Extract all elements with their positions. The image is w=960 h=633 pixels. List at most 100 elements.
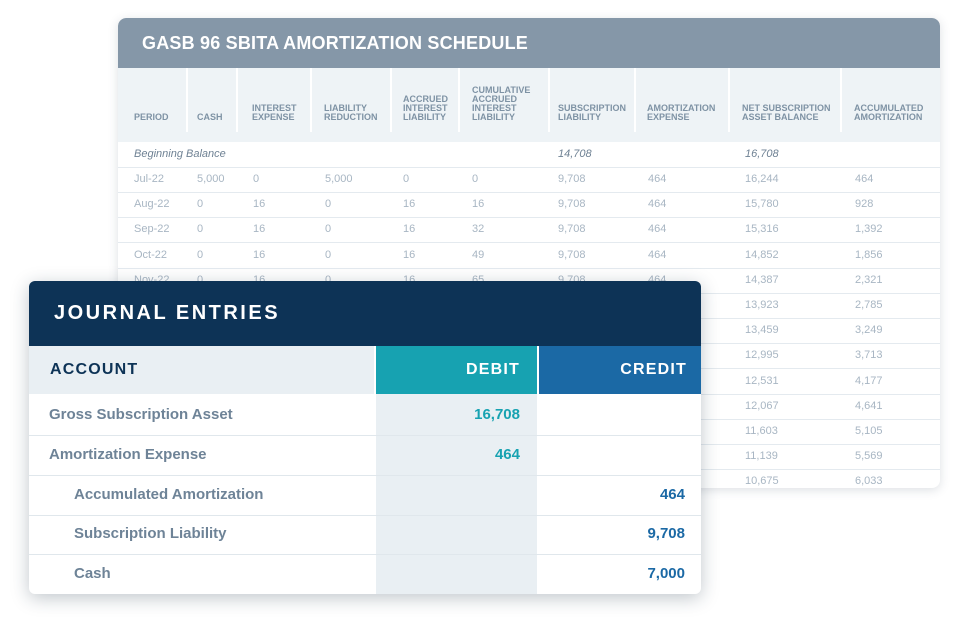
- schedule-cell: 4,177: [855, 374, 883, 387]
- schedule-cell: 12,067: [745, 399, 779, 412]
- schedule-cell: 0: [197, 248, 204, 261]
- schedule-header-row: PERIOD CASH INTEREST EXPENSE LIABILITY R…: [118, 68, 940, 142]
- schedule-cell: Aug-22: [134, 198, 170, 211]
- journal-credit-amount: [539, 435, 685, 475]
- schedule-row: 10,675 6,033: [118, 469, 940, 488]
- journal-credit-amount: 7,000: [647, 565, 685, 583]
- schedule-cell: 15,316: [745, 223, 779, 236]
- schedule-cell: 12,995: [745, 349, 779, 362]
- journal-entry-row: Accumulated Amortization 464: [29, 475, 701, 516]
- schedule-title-bar: GASB 96 SBITA AMORTIZATION SCHEDULE: [118, 18, 940, 68]
- col-header-accrued-interest: ACCRUED INTEREST LIABILITY: [392, 68, 460, 132]
- journal-debit-amount: 464: [494, 445, 520, 463]
- schedule-cell: 16: [253, 248, 266, 261]
- journal-debit-amount: [376, 514, 520, 554]
- schedule-cell: 10,675: [745, 475, 779, 488]
- schedule-cell: 2,321: [855, 273, 883, 286]
- schedule-row: Jul-22 5,000 0 5,000 0 0 9,708 464 16,244 464: [118, 167, 940, 193]
- schedule-cell: 16,244: [745, 173, 779, 185]
- schedule-cell: 0: [197, 198, 204, 211]
- schedule-cell: 13,923: [745, 299, 779, 311]
- schedule-cell: 11,139: [745, 450, 778, 463]
- schedule-cell: Jul-22: [134, 173, 164, 185]
- schedule-cell: 1,392: [855, 223, 883, 236]
- schedule-cell: 464: [648, 173, 667, 185]
- schedule-cell: 16: [472, 198, 485, 211]
- journal-debit-amount: [376, 475, 520, 515]
- schedule-cell: 928: [855, 198, 874, 211]
- col-header-subscription-liability: SUBSCRIPTION LIABILITY: [550, 68, 636, 132]
- schedule-cell: 9,708: [558, 223, 586, 236]
- schedule-cell: 0: [197, 273, 204, 286]
- journal-entry-row: Subscription Liability 9,708: [29, 514, 701, 556]
- journal-entry-row: Cash 7,000: [29, 554, 701, 594]
- schedule-cell: 5,000: [325, 173, 353, 185]
- journal-credit-amount: [539, 395, 685, 435]
- schedule-cell: 0: [325, 198, 332, 211]
- col-header-accumulated-amortization: ACCUMULATED AMORTIZATION: [854, 103, 924, 122]
- journal-debit-amount: [376, 554, 520, 594]
- col-header-credit: CREDIT: [539, 346, 701, 394]
- schedule-cell: 5,569: [855, 450, 883, 463]
- col-header-interest-expense: INTEREST EXPENSE: [238, 68, 312, 132]
- col-header-cumulative-interest: CUMULATIVE ACCRUED INTEREST LIABILITY: [460, 68, 550, 132]
- schedule-cell: 464: [648, 223, 667, 236]
- col-header-liability-reduction: LIABILITY REDUCTION: [312, 68, 392, 132]
- journal-header-row: ACCOUNT DEBIT CREDIT: [29, 346, 701, 394]
- schedule-cell: 12,531: [745, 374, 779, 387]
- debit-column-shading: [376, 394, 537, 594]
- journal-account-name: Gross Subscription Asset: [49, 406, 233, 423]
- schedule-cell: Sep-22: [134, 223, 170, 236]
- schedule-cell: 464: [855, 173, 874, 185]
- schedule-cell: 16: [403, 198, 416, 211]
- beginning-balance-row: Beginning Balance 14,708 16,708: [118, 142, 940, 168]
- schedule-cell: 464: [648, 248, 667, 261]
- journal-credit-amount: 9,708: [647, 525, 685, 543]
- schedule-cell: 16: [253, 223, 266, 236]
- schedule-cell: 9,708: [558, 173, 586, 185]
- schedule-cell: 0: [325, 248, 332, 261]
- journal-account-name: Amortization Expense: [49, 445, 207, 463]
- journal-entries-card: JOURNAL ENTRIES ACCOUNT DEBIT CREDIT Gro…: [29, 281, 701, 594]
- schedule-cell: 3,249: [855, 324, 883, 337]
- journal-title-bar: JOURNAL ENTRIES: [29, 281, 701, 346]
- schedule-row: Oct-22 0 16 0 16 49 9,708 464 14,852 1,856: [118, 243, 940, 269]
- schedule-row: Sep-22 0 16 0 16 32 9,708 464 15,316 1,392: [118, 217, 940, 244]
- journal-entry-row: Gross Subscription Asset 16,708: [29, 395, 701, 436]
- journal-credit-amount: 464: [659, 485, 685, 503]
- col-header-net-asset-balance: NET SUBSCRIPTION ASSET BALANCE: [730, 68, 842, 132]
- journal-debit-amount: 16,708: [474, 406, 520, 423]
- schedule-cell: 15,780: [745, 198, 779, 211]
- journal-account-name: Subscription Liability: [74, 525, 227, 543]
- schedule-row: Aug-22 0 16 0 16 16 9,708 464 15,780 928: [118, 192, 940, 219]
- col-header-debit: DEBIT: [376, 346, 537, 394]
- schedule-cell: 16: [403, 223, 416, 236]
- schedule-cell: 14,387: [745, 273, 779, 286]
- schedule-cell: 4,641: [855, 399, 883, 412]
- beginning-net-asset-balance: 16,708: [745, 148, 779, 160]
- schedule-cell: 5,105: [855, 425, 883, 437]
- schedule-cell: 464: [648, 198, 667, 211]
- schedule-cell: 6,033: [855, 475, 883, 488]
- schedule-cell: 5,000: [197, 173, 225, 185]
- schedule-cell: 0: [253, 173, 260, 185]
- col-header-cash: CASH: [188, 68, 238, 132]
- schedule-cell: 0: [472, 173, 479, 185]
- schedule-cell: 13,459: [745, 324, 779, 337]
- schedule-cell: 14,852: [745, 248, 779, 261]
- schedule-cell: 0: [403, 173, 410, 185]
- journal-title: JOURNAL ENTRIES: [54, 302, 281, 324]
- schedule-cell: 1,856: [855, 248, 883, 261]
- col-header-account: ACCOUNT: [29, 346, 374, 394]
- beginning-balance-label: Beginning Balance: [134, 148, 226, 160]
- journal-account-name: Cash: [74, 565, 111, 583]
- col-header-period: PERIOD: [118, 68, 188, 132]
- schedule-cell: 11,603: [745, 425, 778, 437]
- schedule-cell: 16: [403, 248, 416, 261]
- schedule-cell: Oct-22: [134, 248, 168, 261]
- journal-account-name: Accumulated Amortization: [74, 485, 264, 503]
- schedule-title: GASB 96 SBITA AMORTIZATION SCHEDULE: [142, 32, 529, 53]
- schedule-cell: 9,708: [558, 248, 586, 261]
- schedule-cell: 2,785: [855, 299, 883, 311]
- journal-entry-row: Amortization Expense 464: [29, 435, 701, 476]
